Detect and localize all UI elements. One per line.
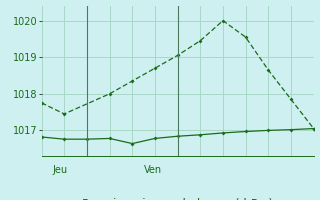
Text: Pression niveau de la mer( hPa ): Pression niveau de la mer( hPa ) [82,198,273,200]
Text: Ven: Ven [144,165,162,175]
Text: Jeu: Jeu [53,165,68,175]
